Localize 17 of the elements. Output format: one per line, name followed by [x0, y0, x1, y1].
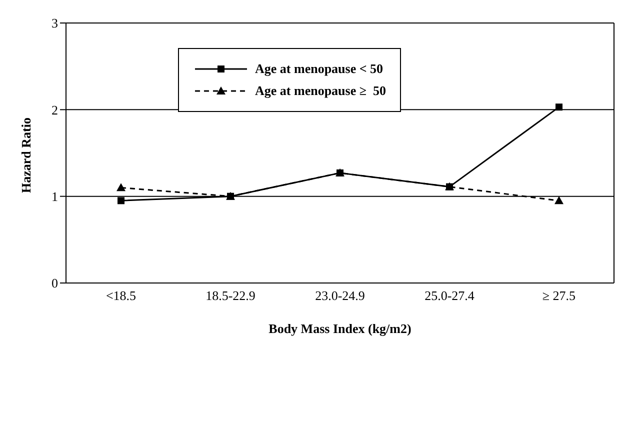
y-tick-label: 0: [52, 276, 58, 291]
x-tick-label: 18.5-22.9: [206, 288, 256, 304]
point: [118, 197, 124, 204]
legend-label: Age at menopause < 50: [255, 61, 384, 77]
point: [556, 104, 562, 111]
x-tick-label: ≥ 27.5: [542, 288, 576, 304]
y-tick-label: 2: [52, 102, 58, 118]
y-tick-label: 1: [52, 188, 58, 204]
x-tick-label: <18.5: [106, 288, 136, 304]
y-tick-label: 3: [52, 16, 58, 31]
legend-label: Age at menopause ≥ 50: [255, 83, 386, 99]
x-tick-label: 25.0-27.4: [424, 288, 475, 304]
x-axis-title: Body Mass Index (kg/m2): [268, 321, 412, 336]
point: [116, 183, 126, 192]
y-axis-title: Hazard Ratio: [18, 118, 34, 193]
point: [554, 196, 564, 204]
x-tick-label: 23.0-24.9: [315, 288, 365, 304]
